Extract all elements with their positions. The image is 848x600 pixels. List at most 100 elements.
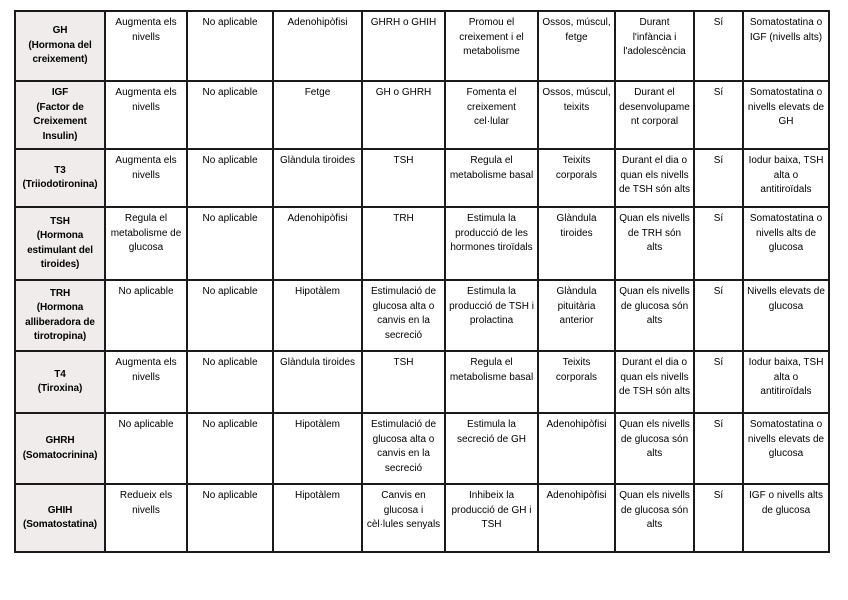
table-cell: Sí: [693, 412, 744, 485]
table-cell: Quan els nivells de glucosa són alts: [614, 279, 695, 352]
hormone-name-cell: T3 (Triiodotironina): [14, 148, 106, 208]
table-cell: Augmenta els nivells: [104, 350, 188, 414]
table-cell: No aplicable: [186, 279, 274, 352]
table-cell: Redueix els nivells: [104, 483, 188, 553]
table-cell: Iodur baixa, TSH alta o antitiroïdals: [742, 148, 830, 208]
table-cell: Adenohipòfisi: [272, 206, 363, 281]
hormone-name: T3: [54, 164, 66, 176]
table-cell: Sí: [693, 10, 744, 82]
table-cell: Regula el metabolisme basal: [444, 350, 539, 414]
hormone-name-cell: T4 (Tiroxina): [14, 350, 106, 414]
table-cell: Estimula la producció de TSH i prolactin…: [444, 279, 539, 352]
table-cell: TSH: [361, 350, 446, 414]
table-cell: Promou el creixement i el metabolisme: [444, 10, 539, 82]
table-cell: TSH: [361, 148, 446, 208]
table-cell: Glàndula tiroides: [537, 206, 616, 281]
table-cell: No aplicable: [186, 483, 274, 553]
hormone-name-cell: TRH (Hormona alliberadora de tirotropina…: [14, 279, 106, 352]
hormone-subtitle: (Somatocrinina): [22, 449, 98, 461]
table-cell: Augmenta els nivells: [104, 148, 188, 208]
table-cell: Estimulació de glucosa alta o canvis en …: [361, 279, 446, 352]
hormone-name: GHIH: [47, 504, 73, 516]
table-cell: No aplicable: [186, 206, 274, 281]
table-cell: Glàndula pituitària anterior: [537, 279, 616, 352]
table-cell: Fetge: [272, 80, 363, 150]
table-cell: Iodur baixa, TSH alta o antitiroïdals: [742, 350, 830, 414]
table-cell: Regula el metabolisme basal: [444, 148, 539, 208]
table-cell: Estimula la secreció de GH: [444, 412, 539, 485]
hormone-name: TRH: [49, 287, 71, 299]
table-cell: Sí: [693, 80, 744, 150]
table-row-t4: T4 (Tiroxina) Augmenta els nivells No ap…: [14, 350, 830, 414]
table-cell: Augmenta els nivells: [104, 10, 188, 82]
table-cell: Durant l'infància i l'adolescència: [614, 10, 695, 82]
table-cell: Ossos, múscul, fetge: [537, 10, 616, 82]
table-cell: Estimula la producció de les hormones ti…: [444, 206, 539, 281]
table-row-ghih: GHIH (Somatostatina) Redueix els nivells…: [14, 483, 830, 553]
table-cell: Durant el dia o quan els nivells de TSH …: [614, 350, 695, 414]
hormone-subtitle: (Somatostatina): [22, 519, 98, 530]
table-row-ghrh: GHRH (Somatocrinina) No aplicable No apl…: [14, 412, 830, 485]
table-cell: Nivells elevats de glucosa: [742, 279, 830, 352]
table-row-trh: TRH (Hormona alliberadora de tirotropina…: [14, 279, 830, 352]
table-cell: Glàndula tiroides: [272, 148, 363, 208]
table-cell: Adenohipòfisi: [537, 483, 616, 553]
table-cell: Regula el metabolisme de glucosa: [104, 206, 188, 281]
hormone-subtitle: (Hormona estimulant del tiroides): [27, 230, 93, 270]
hormone-name-cell: GH (Hormona del creixement): [14, 10, 106, 82]
table-cell: Inhibeix la producció de GH i TSH: [444, 483, 539, 553]
hormone-subtitle: (Tiroxina): [37, 383, 83, 394]
table-cell: Somatostatina o nivells elevats de GH: [742, 80, 830, 150]
hormone-name: TSH: [50, 215, 70, 227]
hormone-name-cell: GHIH (Somatostatina): [14, 483, 106, 553]
table-cell: Somatostatina o IGF (nivells alts): [742, 10, 830, 82]
table-cell: Adenohipòfisi: [272, 10, 363, 82]
table-cell: IGF o nivells alts de glucosa: [742, 483, 830, 553]
table-cell: Somatostatina o nivells alts de glucosa: [742, 206, 830, 281]
table-cell: Augmenta els nivells: [104, 80, 188, 150]
table-cell: Hipotàlem: [272, 279, 363, 352]
table-cell: GHRH o GHIH: [361, 10, 446, 82]
table-row-tsh: TSH (Hormona estimulant del tiroides) Re…: [14, 206, 830, 281]
table-cell: TRH: [361, 206, 446, 281]
table-cell: No aplicable: [104, 279, 188, 352]
table-cell: No aplicable: [186, 412, 274, 485]
table-cell: Durant el dia o quan els nivells de TSH …: [614, 148, 695, 208]
hormone-name-cell: GHRH (Somatocrinina): [14, 412, 106, 485]
table-cell: Canvis en glucosa i cèl·lules senyals: [361, 483, 446, 553]
table-row-t3: T3 (Triiodotironina) Augmenta els nivell…: [14, 148, 830, 208]
table-cell: GH o GHRH: [361, 80, 446, 150]
hormone-subtitle: (Triiodotironina): [22, 179, 98, 190]
table-cell: Durant el desenvolupament corporal: [614, 80, 695, 150]
table-cell: Sí: [693, 148, 744, 208]
table-cell: Teixits corporals: [537, 148, 616, 208]
table-cell: Fomenta el creixement cel·lular: [444, 80, 539, 150]
hormone-name: IGF: [51, 87, 69, 98]
table-cell: No aplicable: [186, 10, 274, 82]
hormone-subtitle: (Factor de Creixement Insulin): [33, 101, 87, 142]
table-cell: Hipotàlem: [272, 412, 363, 485]
table-cell: Ossos, múscul, teixits: [537, 80, 616, 150]
hormone-name: GH: [52, 25, 68, 37]
table-cell: Sí: [693, 483, 744, 553]
table-cell: Sí: [693, 279, 744, 352]
table-cell: Sí: [693, 206, 744, 281]
hormone-name-cell: IGF (Factor de Creixement Insulin): [14, 80, 106, 150]
hormone-name: GHRH: [45, 435, 75, 446]
table-cell: Quan els nivells de TRH són alts: [614, 206, 695, 281]
table-cell: Adenohipòfisi: [537, 412, 616, 485]
table-row-gh: GH (Hormona del creixement) Augmenta els…: [14, 10, 830, 82]
table-cell: No aplicable: [186, 350, 274, 414]
table-cell: Glàndula tiroides: [272, 350, 363, 414]
table-cell: Sí: [693, 350, 744, 414]
hormone-table: GH (Hormona del creixement) Augmenta els…: [14, 10, 830, 553]
hormone-subtitle: (Hormona alliberadora de tirotropina): [25, 302, 95, 342]
table-cell: No aplicable: [104, 412, 188, 485]
table-cell: Teixits corporals: [537, 350, 616, 414]
table-row-igf: IGF (Factor de Creixement Insulin) Augme…: [14, 80, 830, 150]
hormone-name: T4: [54, 368, 66, 380]
table-cell: Somatostatina o nivells elevats de gluco…: [742, 412, 830, 485]
table-cell: Quan els nivells de glucosa són alts: [614, 483, 695, 553]
table-cell: Hipotàlem: [272, 483, 363, 553]
